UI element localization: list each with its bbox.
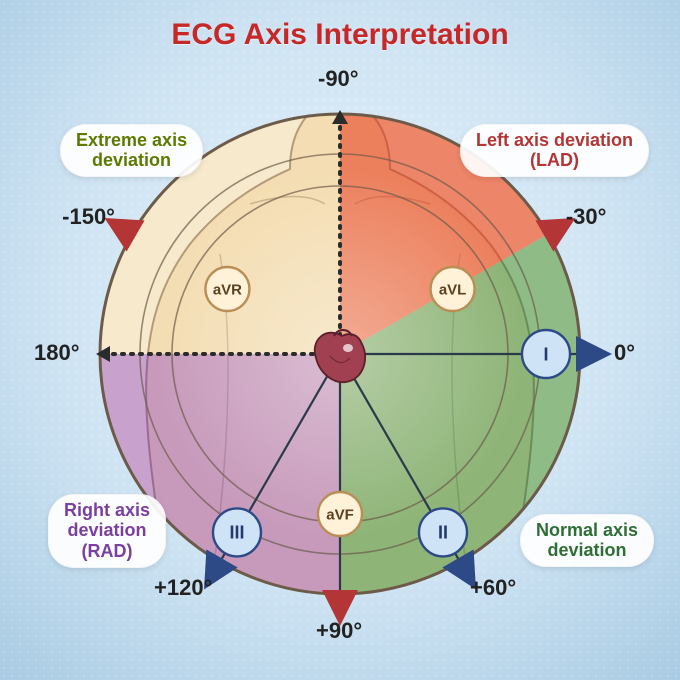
degree-label: +120° — [154, 575, 212, 601]
quadrant-label-extreme: Extreme axis deviation — [60, 124, 203, 177]
lead-label: II — [438, 522, 448, 542]
quadrant-label-normal: Normal axis deviation — [520, 514, 654, 567]
degree-label: -30° — [566, 204, 607, 230]
lead-label: III — [229, 522, 244, 542]
lead-label: I — [543, 344, 548, 364]
degree-label: +60° — [470, 575, 516, 601]
degree-label: -150° — [62, 204, 115, 230]
degree-label: +90° — [316, 618, 362, 644]
quadrant-label-lad: Left axis deviation (LAD) — [460, 124, 649, 177]
degree-label: 180° — [34, 340, 80, 366]
lead-marker-III: III — [213, 508, 261, 556]
lead-marker-II: II — [419, 508, 467, 556]
degree-label: 0° — [614, 340, 635, 366]
lead-label: aVF — [326, 506, 354, 523]
lead-marker-aVR: aVR — [205, 267, 249, 311]
lead-marker-aVF: aVF — [318, 492, 362, 536]
lead-marker-aVL: aVL — [431, 267, 475, 311]
degree-label: -90° — [318, 66, 359, 92]
quadrant-label-rad: Right axis deviation (RAD) — [48, 494, 166, 568]
hexaxial-diagram: IIIIIIaVRaVLaVF -90°-30°0°+60°+90°+120°1… — [20, 34, 660, 674]
lead-marker-I: I — [522, 330, 570, 378]
lead-label: aVL — [439, 281, 467, 298]
lead-label: aVR — [213, 281, 242, 298]
